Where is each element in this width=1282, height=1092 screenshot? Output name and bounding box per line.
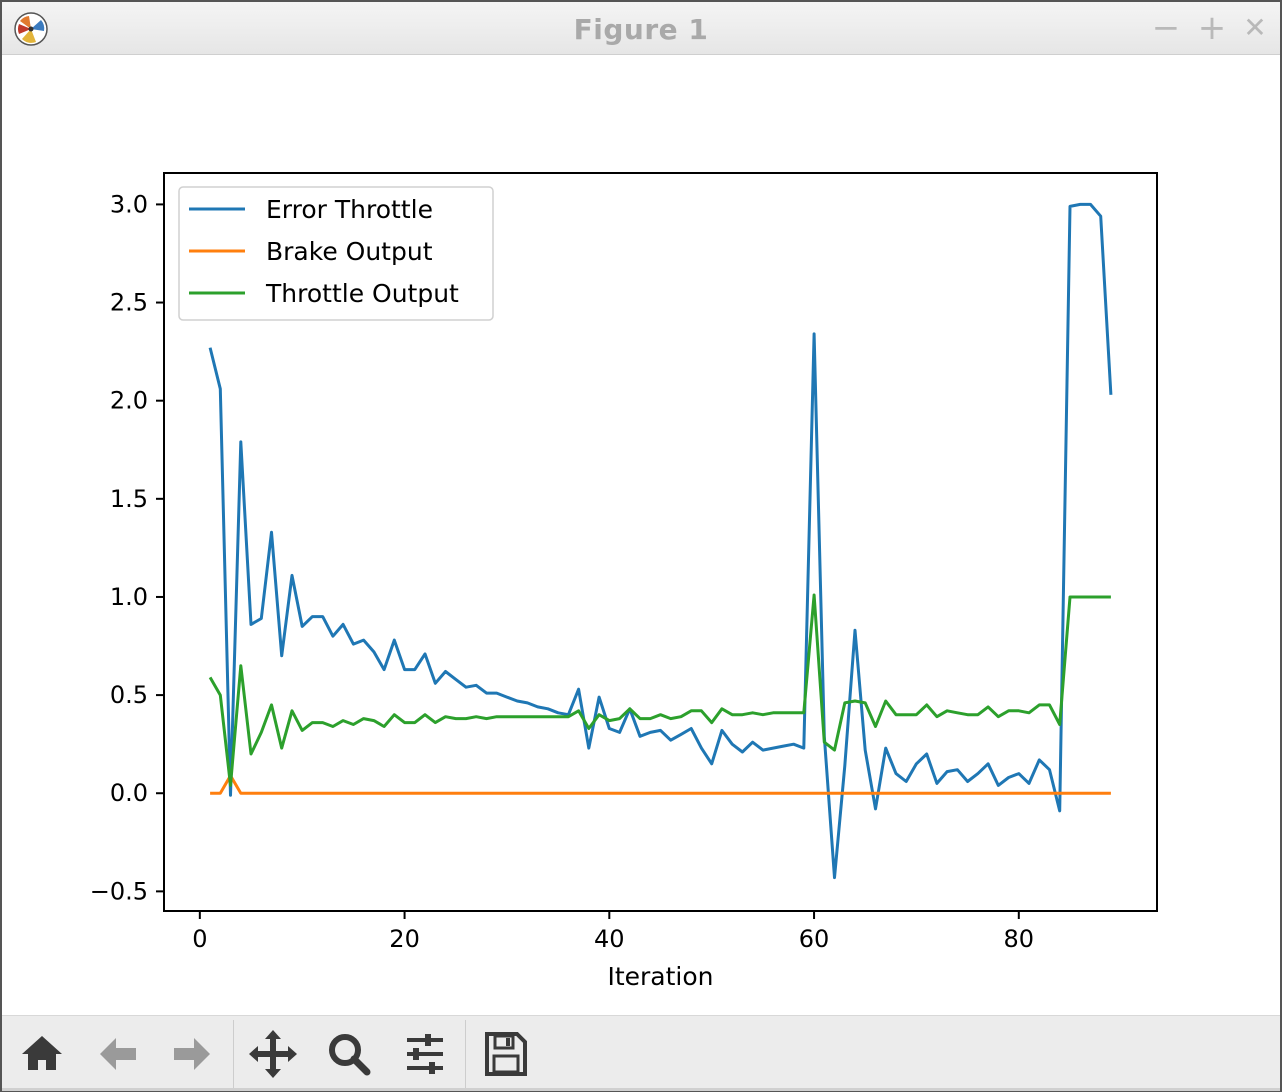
- pan-button[interactable]: [243, 1026, 303, 1082]
- toolbar-separator: [465, 1020, 466, 1088]
- series-line-0: [208, 202, 1113, 880]
- back-button[interactable]: [88, 1026, 148, 1082]
- home-button[interactable]: [12, 1026, 72, 1082]
- y-tick-label: 0.5: [110, 681, 148, 709]
- move-arrows-icon: [249, 1030, 297, 1078]
- x-tick-label: 80: [1004, 925, 1035, 953]
- toolbar-separator: [233, 1020, 234, 1088]
- y-tick-label: 1.5: [110, 485, 148, 513]
- series-line-1: [210, 774, 1111, 795]
- zoom-button[interactable]: [319, 1026, 379, 1082]
- legend-entry: Throttle Output: [265, 279, 459, 308]
- legend-entry: Error Throttle: [266, 195, 433, 224]
- arrow-right-icon: [174, 1038, 210, 1070]
- y-axis-ticks: −0.5 0.0 0.5 1.0 1.5 2.0 2.5 3.0: [90, 190, 164, 905]
- y-tick-label: 0.0: [110, 779, 148, 807]
- close-button[interactable]: ✕: [1243, 11, 1267, 44]
- minimize-button[interactable]: −: [1151, 8, 1181, 48]
- y-tick-label: 3.0: [110, 190, 148, 218]
- x-tick-label: 40: [594, 925, 625, 953]
- magnifier-icon: [329, 1034, 371, 1076]
- figure-canvas[interactable]: 0 20 40 60 80 −0.5 0.0 0.5 1.0 1.5 2.0 2.5 3.0 Iter…: [2, 55, 1280, 1015]
- legend-entry: Brake Output: [266, 237, 433, 266]
- navigation-toolbar: [2, 1015, 1280, 1091]
- x-axis-label: Iteration: [607, 962, 713, 991]
- x-tick-label: 20: [389, 925, 420, 953]
- y-tick-label: 1.0: [110, 583, 148, 611]
- y-tick-label: −0.5: [90, 877, 148, 905]
- y-tick-label: 2.0: [110, 387, 148, 415]
- configure-subplots-button[interactable]: [395, 1026, 455, 1082]
- x-tick-label: 60: [799, 925, 830, 953]
- legend-box: [178, 186, 494, 321]
- arrow-left-icon: [100, 1038, 136, 1070]
- y-tick-label: 2.5: [110, 289, 148, 317]
- legend: Error Throttle Brake Output Throttle Outpu…: [178, 186, 494, 321]
- axes-frame: [163, 172, 1158, 912]
- sliders-icon: [407, 1034, 443, 1074]
- x-axis-ticks: 0 20 40 60 80: [192, 911, 1034, 953]
- save-button[interactable]: [475, 1026, 535, 1082]
- maximize-button[interactable]: +: [1197, 8, 1227, 48]
- title-bar[interactable]: Figure 1 − + ✕: [2, 2, 1280, 55]
- status-strip: [2, 1088, 1280, 1091]
- home-icon: [22, 1036, 62, 1070]
- plot-lines: [208, 202, 1113, 880]
- series-line-2: [208, 593, 1111, 787]
- floppy-disk-icon: [485, 1032, 527, 1076]
- x-tick-label: 0: [192, 925, 207, 953]
- forward-button[interactable]: [162, 1026, 222, 1082]
- line-chart: 0 20 40 60 80 −0.5 0.0 0.5 1.0 1.5 2.0 2.5 3.0 Iter…: [90, 172, 1158, 991]
- matplotlib-icon: [14, 12, 48, 46]
- window-title: Figure 1: [573, 13, 709, 46]
